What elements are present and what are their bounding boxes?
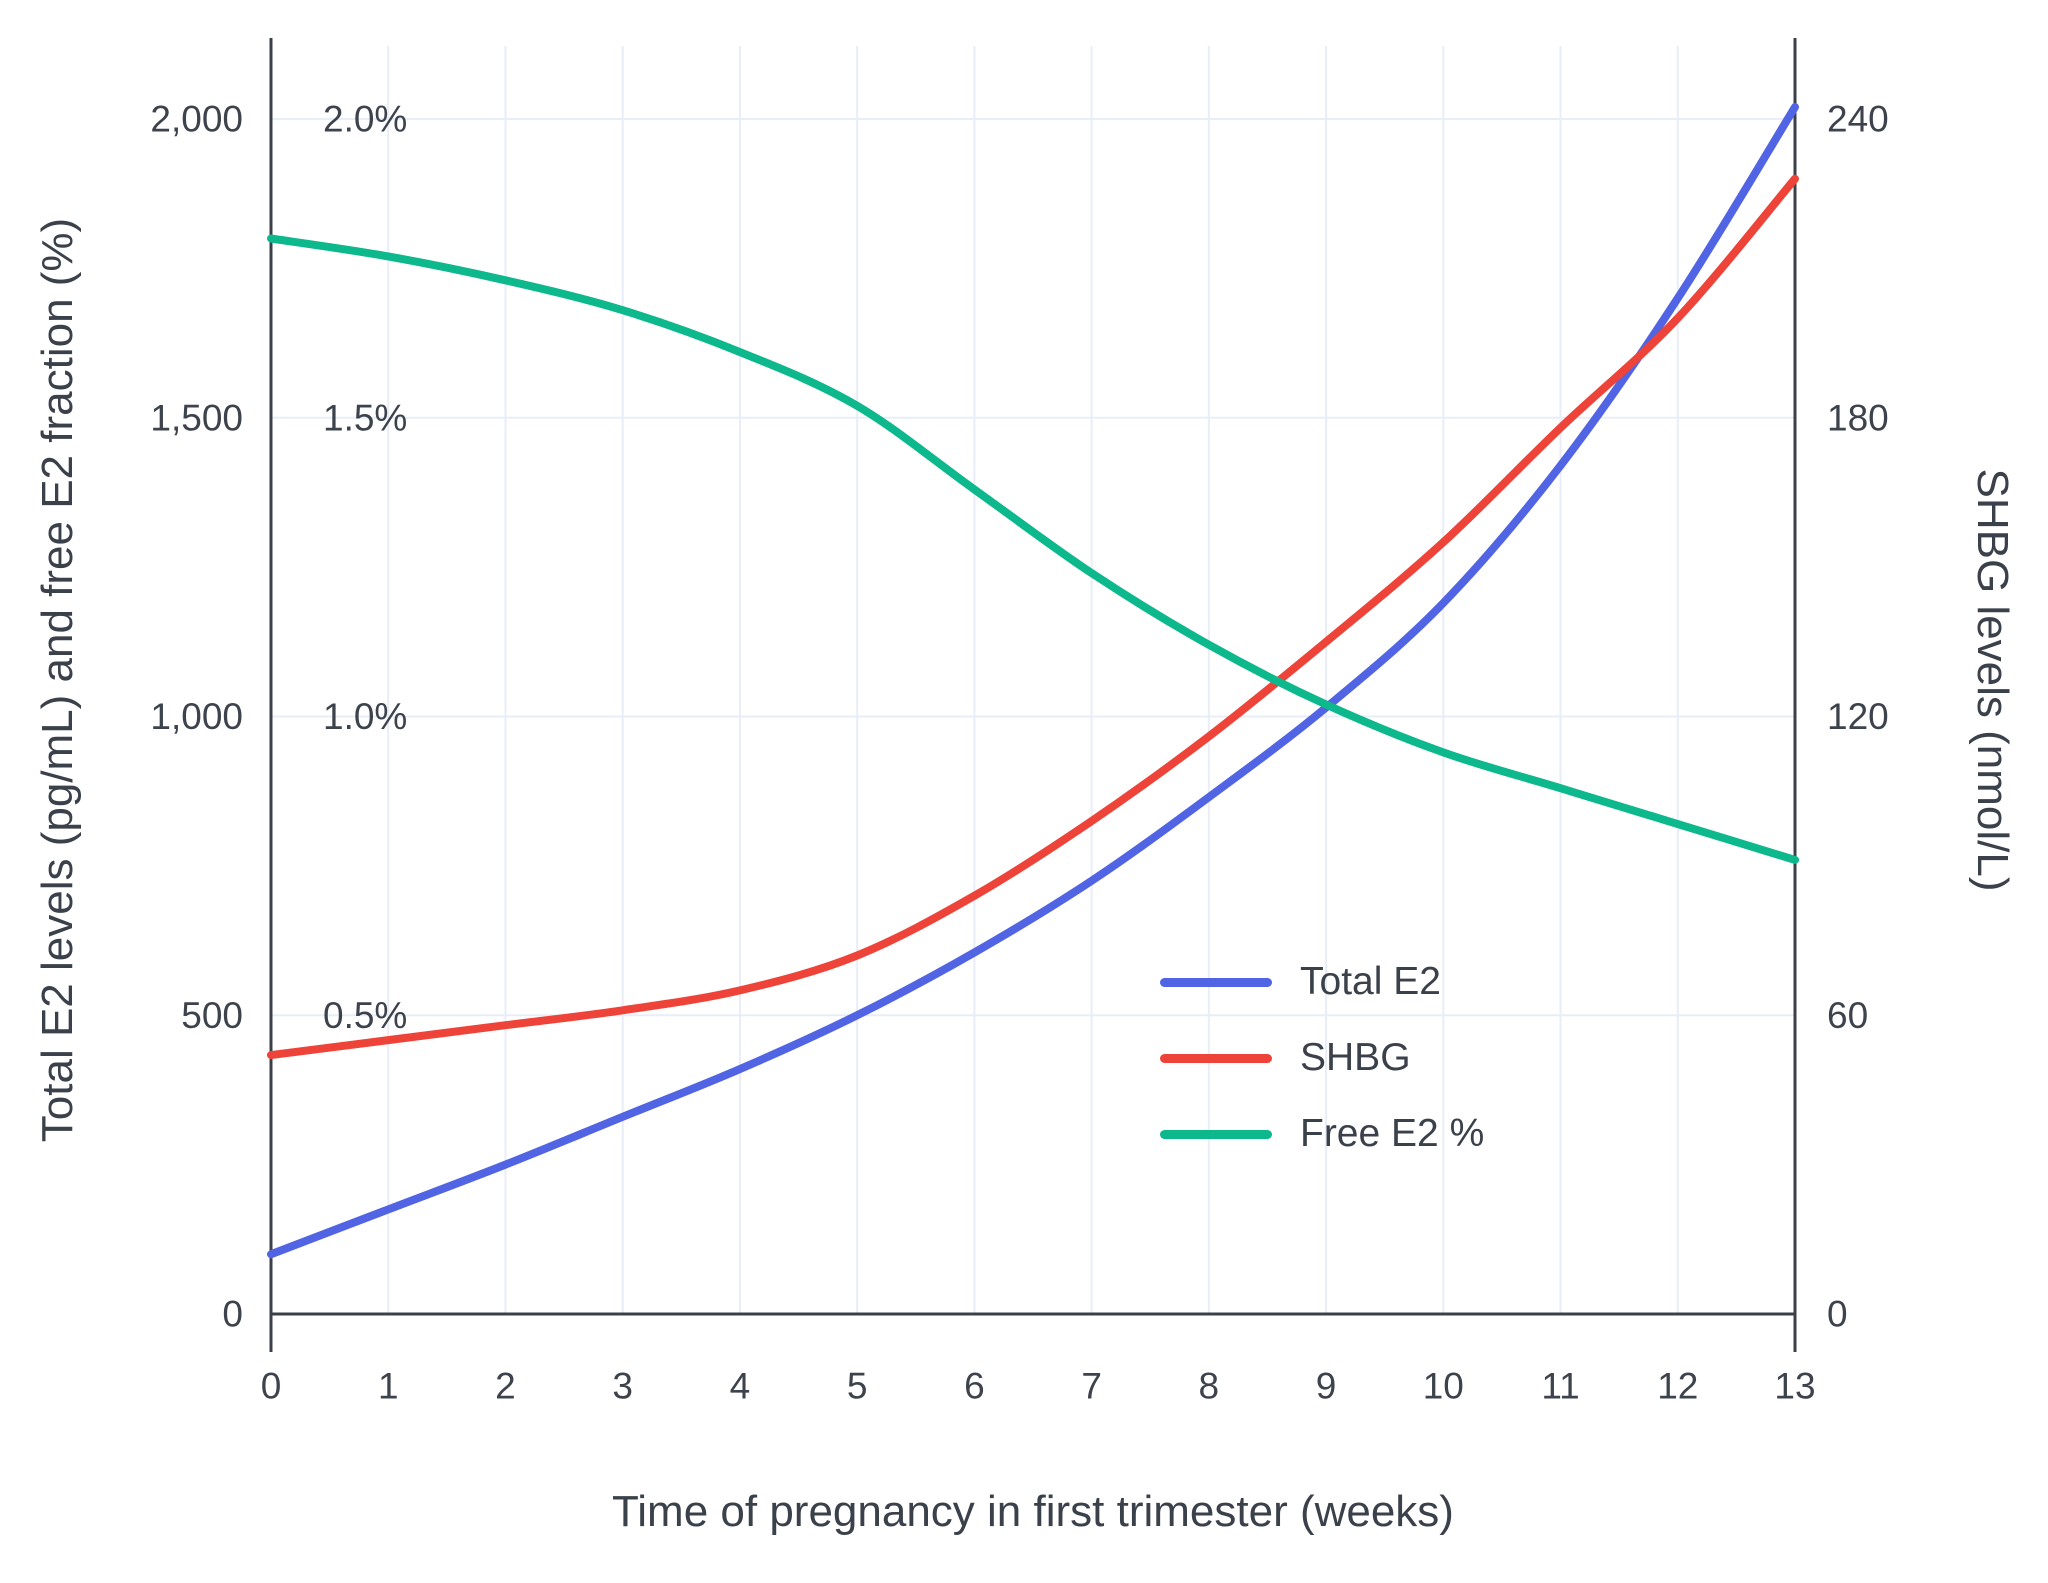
x-tick: 0: [261, 1366, 282, 1407]
legend-entry-shbg: SHBG: [1160, 1020, 1484, 1096]
x-tick: 7: [1081, 1366, 1102, 1407]
y-axis-title-right: SHBG levels (nmol/L): [1968, 468, 2017, 892]
series-line-free-e2-: [267, 234, 1799, 864]
x-tick: 8: [1199, 1366, 1220, 1407]
x-axis-title: Time of pregnancy in first trimester (we…: [612, 1487, 1454, 1536]
x-tick: 3: [612, 1366, 633, 1407]
legend-swatch-shbg: [1160, 1053, 1272, 1063]
legend-label-total-e2: Total E2: [1300, 960, 1441, 1003]
y-tick-percent: 1.5%: [323, 397, 407, 438]
y-tick-left: 0: [222, 1294, 243, 1335]
x-tick: 12: [1657, 1366, 1698, 1407]
y-tick-left: 1,500: [150, 397, 243, 438]
legend-label-free-e2-pct: Free E2 %: [1300, 1112, 1485, 1155]
x-tick: 5: [847, 1366, 868, 1407]
y-tick-right: 120: [1827, 696, 1889, 737]
y-tick-left: 2,000: [150, 99, 243, 140]
y-tick-left: 1,000: [150, 696, 243, 737]
x-tick: 11: [1541, 1366, 1579, 1407]
y-axis-title-left: Total E2 levels (pg/mL) and free E2 frac…: [33, 217, 82, 1143]
legend-label-shbg: SHBG: [1300, 1036, 1411, 1079]
x-tick: 10: [1423, 1366, 1464, 1407]
x-tick: 9: [1316, 1366, 1337, 1407]
y-tick-percent: 2.0%: [323, 99, 407, 140]
legend-swatch-total-e2: [1160, 977, 1272, 987]
x-tick: 2: [495, 1366, 516, 1407]
series-line-shbg: [267, 174, 1799, 1060]
series-line-total-e2: [267, 103, 1799, 1259]
x-tick: 4: [730, 1366, 751, 1407]
x-tick: 1: [378, 1366, 399, 1407]
y-tick-percent: 1.0%: [323, 696, 407, 737]
legend: Total E2 SHBG Free E2 %: [1160, 944, 1484, 1172]
x-tick: 6: [964, 1366, 985, 1407]
y-tick-right: 180: [1827, 397, 1889, 438]
legend-swatch-free-e2-pct: [1160, 1129, 1272, 1139]
y-tick-right: 240: [1827, 99, 1889, 140]
y-tick-right: 0: [1827, 1294, 1848, 1335]
legend-entry-total-e2: Total E2: [1160, 944, 1484, 1020]
y-tick-percent: 0.5%: [323, 995, 407, 1036]
y-tick-left: 500: [181, 995, 243, 1036]
legend-entry-free-e2-pct: Free E2 %: [1160, 1096, 1484, 1172]
y-tick-right: 60: [1827, 995, 1868, 1036]
x-tick: 13: [1774, 1366, 1815, 1407]
